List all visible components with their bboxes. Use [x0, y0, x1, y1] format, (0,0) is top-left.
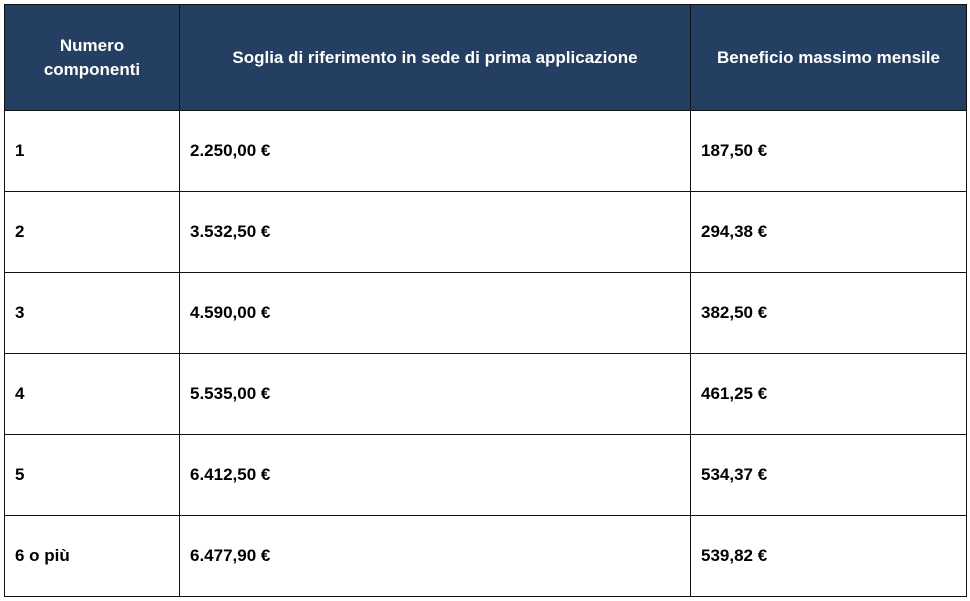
- header-beneficio-massimo: Beneficio massimo mensile: [690, 4, 967, 111]
- table-row: 5 6.412,50 € 534,37 €: [4, 434, 967, 516]
- header-numero-componenti: Numero componenti: [4, 4, 180, 111]
- header-row: Numero componenti Soglia di riferimento …: [4, 4, 967, 111]
- table-row: 4 5.535,00 € 461,25 €: [4, 353, 967, 435]
- cell-threshold: 2.250,00 €: [179, 110, 691, 192]
- cell-benefit: 461,25 €: [690, 353, 967, 435]
- cell-components: 4: [4, 353, 180, 435]
- header-soglia-riferimento: Soglia di riferimento in sede di prima a…: [179, 4, 691, 111]
- cell-benefit: 294,38 €: [690, 191, 967, 273]
- table-header: Numero componenti Soglia di riferimento …: [4, 4, 967, 111]
- cell-components: 5: [4, 434, 180, 516]
- cell-benefit: 382,50 €: [690, 272, 967, 354]
- table-row: 2 3.532,50 € 294,38 €: [4, 191, 967, 273]
- cell-threshold: 3.532,50 €: [179, 191, 691, 273]
- cell-benefit: 534,37 €: [690, 434, 967, 516]
- cell-threshold: 6.477,90 €: [179, 515, 691, 597]
- cell-components: 3: [4, 272, 180, 354]
- cell-components: 6 o più: [4, 515, 180, 597]
- cell-components: 2: [4, 191, 180, 273]
- table-row: 6 o più 6.477,90 € 539,82 €: [4, 515, 967, 597]
- table-row: 1 2.250,00 € 187,50 €: [4, 110, 967, 192]
- benefit-table: Numero componenti Soglia di riferimento …: [4, 4, 967, 597]
- cell-threshold: 5.535,00 €: [179, 353, 691, 435]
- cell-components: 1: [4, 110, 180, 192]
- cell-benefit: 187,50 €: [690, 110, 967, 192]
- table-row: 3 4.590,00 € 382,50 €: [4, 272, 967, 354]
- cell-benefit: 539,82 €: [690, 515, 967, 597]
- cell-threshold: 6.412,50 €: [179, 434, 691, 516]
- cell-threshold: 4.590,00 €: [179, 272, 691, 354]
- table-body: 1 2.250,00 € 187,50 € 2 3.532,50 € 294,3…: [4, 110, 967, 597]
